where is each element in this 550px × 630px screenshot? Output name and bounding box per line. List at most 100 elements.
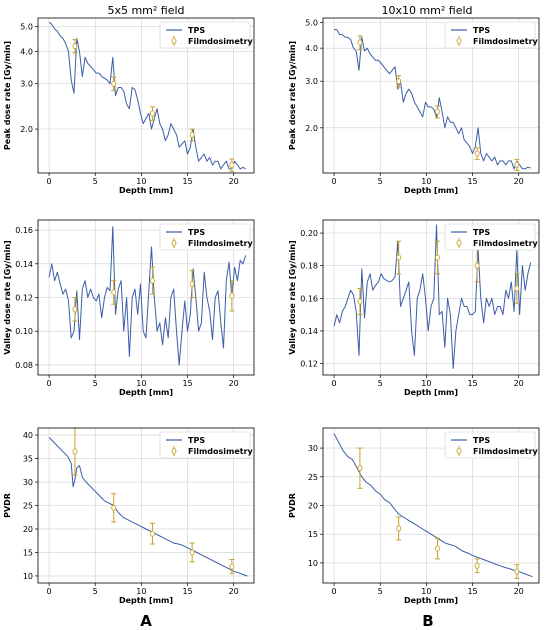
- film-point: [514, 273, 520, 304]
- film-point: [474, 147, 480, 160]
- legend-film-swatch: [456, 447, 462, 455]
- legend-box: [444, 21, 536, 49]
- film-marker: [474, 262, 480, 269]
- x-tick-label: 5: [93, 177, 98, 186]
- x-tick-label: 10: [421, 587, 431, 596]
- x-tick-label: 15: [467, 379, 477, 388]
- film-marker: [396, 254, 402, 261]
- y-tick-label: 30: [23, 478, 33, 487]
- y-tick-label: 3.0: [305, 77, 318, 86]
- x-axis-label: Depth [mm]: [404, 388, 458, 397]
- y-tick-label: 15: [308, 530, 318, 539]
- y-tick-label: 0.08: [15, 361, 33, 370]
- legend: TPS Filmdosimetry: [444, 21, 539, 49]
- film-point: [434, 537, 440, 560]
- x-tick-label: 10: [136, 587, 146, 596]
- y-axis-label: Peak dose rate [Gy/min]: [3, 41, 12, 150]
- y-tick-label: 0.10: [15, 327, 33, 336]
- chart-valley-5x5: 0 5 10 15 20 0.08 0.10 0.12 0.14 0.16 Depth [mm] Va…: [3, 219, 255, 397]
- film-marker: [229, 292, 235, 299]
- film-marker: [72, 448, 78, 455]
- y-tick-label: 0.16: [300, 294, 318, 303]
- legend: TPS Filmdosimetry: [159, 21, 254, 49]
- y-tick-label: 25: [308, 473, 318, 482]
- y-tick-label: 2.0: [20, 125, 33, 134]
- x-tick-label: 20: [514, 177, 524, 186]
- film-marker: [357, 298, 363, 305]
- film-marker: [514, 568, 520, 575]
- x-tick-label: 15: [467, 177, 477, 186]
- film-point: [149, 266, 155, 295]
- y-axis-label: Valley dose rate [Gy/min]: [288, 240, 297, 354]
- y-tick-label: 0.12: [15, 294, 33, 303]
- column-title-right: 10x10 mm² field: [381, 4, 472, 17]
- film-point: [229, 559, 235, 575]
- film-point: [229, 158, 235, 172]
- y-axis-label: PVDR: [288, 493, 297, 518]
- film-marker: [229, 161, 235, 169]
- x-tick-label: 15: [467, 587, 477, 596]
- legend-tps-label: TPS: [473, 228, 490, 237]
- panel-label-a: A: [140, 612, 152, 630]
- legend-tps-label: TPS: [188, 26, 205, 35]
- film-point: [72, 39, 78, 54]
- y-tick-label: 10: [23, 572, 33, 581]
- film-point: [111, 280, 117, 305]
- x-tick-label: 15: [182, 177, 192, 186]
- film-marker: [474, 562, 480, 569]
- plot-frame: [322, 219, 540, 376]
- film-point: [396, 75, 402, 88]
- legend-film-swatch: [171, 37, 177, 45]
- x-tick-label: 10: [421, 177, 431, 186]
- film-marker: [229, 563, 235, 570]
- film-marker: [396, 525, 402, 532]
- film-marker: [72, 306, 78, 313]
- film-point: [474, 248, 480, 283]
- tps-series-line: [333, 224, 532, 369]
- film-marker: [189, 280, 195, 288]
- legend-box: [159, 223, 251, 251]
- film-point: [514, 564, 520, 579]
- legend: TPS Filmdosimetry: [159, 223, 254, 251]
- film-point: [189, 128, 195, 142]
- y-axis-label: PVDR: [3, 493, 12, 518]
- film-point: [357, 288, 363, 316]
- legend-tps-label: TPS: [473, 436, 490, 445]
- film-marker: [435, 108, 440, 115]
- y-tick-label: 0.12: [300, 360, 318, 369]
- film-point: [189, 270, 195, 298]
- y-tick-label: 4.0: [20, 48, 33, 57]
- x-tick-label: 20: [229, 379, 239, 388]
- film-point: [396, 516, 402, 541]
- y-tick-label: 0.20: [300, 229, 318, 238]
- film-point: [229, 280, 235, 312]
- legend-film-label: Filmdosimetry: [188, 239, 254, 248]
- x-axis-label: Depth [mm]: [404, 596, 458, 605]
- legend-film-label: Filmdosimetry: [473, 239, 539, 248]
- film-marker: [435, 545, 440, 552]
- chart-peak-5x5: 0 5 10 15 20 2.0 3.0 4.0 5.0 Depth [mm] Peak dose …: [3, 17, 255, 195]
- y-tick-label: 2.0: [305, 124, 318, 133]
- film-marker: [111, 80, 117, 87]
- tps-series-line: [333, 433, 533, 578]
- x-tick-label: 10: [136, 379, 146, 388]
- y-tick-label: 5.0: [20, 23, 33, 32]
- legend-box: [159, 431, 251, 459]
- film-marker: [514, 285, 520, 292]
- film-point: [189, 542, 195, 563]
- legend: TPS Filmdosimetry: [159, 431, 254, 459]
- y-tick-label: 5.0: [305, 19, 318, 28]
- x-tick-label: 5: [378, 587, 383, 596]
- legend-film-label: Filmdosimetry: [188, 447, 254, 456]
- legend-box: [444, 431, 536, 459]
- legend-film-swatch: [171, 239, 177, 247]
- x-tick-label: 0: [332, 379, 337, 388]
- film-marker: [150, 530, 155, 537]
- x-tick-label: 15: [182, 587, 192, 596]
- film-point: [357, 35, 363, 51]
- x-tick-label: 5: [93, 379, 98, 388]
- tps-series-line: [48, 226, 247, 366]
- x-tick-label: 0: [47, 177, 52, 186]
- chart-peak-10x10: 0 5 10 15 20 2.0 3.0 4.0 5.0 Depth [mm] Peak dose …: [288, 17, 540, 195]
